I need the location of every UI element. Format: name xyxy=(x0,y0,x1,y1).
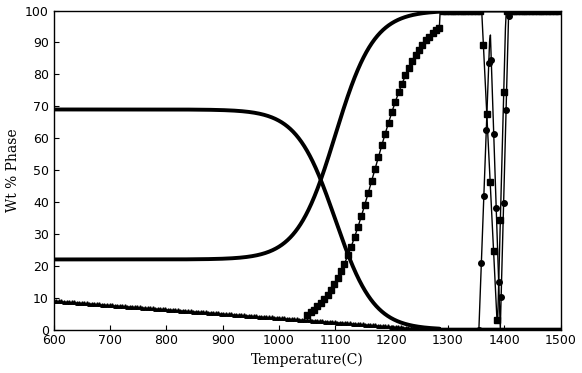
X-axis label: Temperature(C): Temperature(C) xyxy=(251,353,364,367)
Y-axis label: Wt % Phase: Wt % Phase xyxy=(6,128,20,212)
